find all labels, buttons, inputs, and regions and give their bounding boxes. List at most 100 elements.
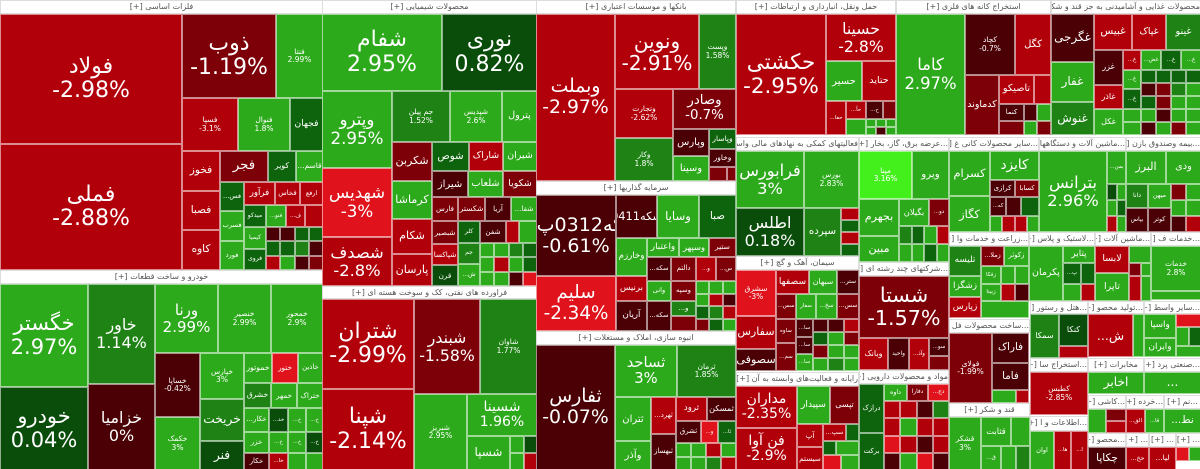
stock-tile[interactable]: غگرجی bbox=[1051, 14, 1094, 62]
stock-tile-small[interactable] bbox=[696, 306, 709, 319]
stock-tile-small[interactable] bbox=[828, 319, 844, 332]
stock-tile-small[interactable] bbox=[813, 319, 828, 332]
stock-tile[interactable]: کرماشا bbox=[392, 181, 432, 219]
stock-tile[interactable]: تاصیکو bbox=[999, 75, 1034, 104]
stock-tile-small[interactable] bbox=[844, 345, 859, 358]
stock-tile-small[interactable] bbox=[924, 226, 937, 244]
stock-tile[interactable]: غزر bbox=[1094, 50, 1123, 85]
sector-header[interactable]: استخراج کانه های فلزی [+] bbox=[896, 0, 1051, 14]
stock-tile[interactable]: فاراک bbox=[992, 333, 1029, 363]
stock-tile-small[interactable] bbox=[1106, 409, 1126, 421]
stock-tile-small[interactable] bbox=[671, 316, 696, 331]
stock-tile[interactable]: زبینا bbox=[981, 284, 1001, 301]
stock-tile[interactable]: داوه bbox=[884, 384, 907, 401]
stock-tile-small[interactable] bbox=[309, 227, 323, 241]
stock-tile[interactable]: شفام 2.95% bbox=[322, 14, 442, 91]
stock-tile[interactable]: فولاد -2.98% bbox=[0, 14, 182, 144]
stock-tile-small[interactable] bbox=[709, 294, 723, 306]
stock-tile[interactable]: سپیدار bbox=[797, 386, 830, 424]
stock-tile[interactable]: ...حخ bbox=[1126, 447, 1149, 469]
sector-header[interactable]: ...محصو [+] bbox=[1088, 433, 1126, 447]
sector-header[interactable]: ...زراعت و خدمات وا [+] bbox=[949, 232, 1029, 246]
stock-tile[interactable]: مداران -2.35% bbox=[736, 386, 797, 428]
stock-tile-small[interactable] bbox=[1189, 447, 1200, 461]
stock-tile[interactable]: برکت bbox=[859, 433, 884, 469]
stock-tile-small[interactable] bbox=[1141, 83, 1156, 96]
sector-header[interactable]: مواد و محصولات دارویی [+] bbox=[859, 370, 949, 384]
stock-tile-small[interactable] bbox=[1106, 421, 1126, 433]
stock-tile[interactable]: فخاس bbox=[275, 182, 300, 205]
stock-tile[interactable]: ...دج bbox=[928, 384, 949, 401]
stock-tile[interactable]: ...ستر bbox=[837, 270, 859, 294]
stock-tile[interactable]: میدکو bbox=[244, 205, 266, 227]
stock-tile[interactable]: خریخت bbox=[200, 399, 244, 441]
stock-tile-small[interactable] bbox=[841, 208, 859, 220]
stock-tile-small[interactable] bbox=[1063, 284, 1081, 301]
stock-tile-small[interactable] bbox=[917, 418, 933, 436]
sector-header[interactable]: ...کاشی [+] bbox=[1088, 395, 1126, 409]
stock-tile[interactable]: خودرو 0.04% bbox=[0, 387, 88, 469]
stock-tile-small[interactable] bbox=[1123, 109, 1141, 122]
stock-tile-small[interactable] bbox=[494, 272, 509, 286]
stock-tile[interactable]: ...سس bbox=[776, 294, 796, 319]
stock-tile[interactable]: فجر bbox=[220, 151, 268, 182]
stock-tile-small[interactable] bbox=[721, 457, 736, 469]
stock-tile-small[interactable] bbox=[813, 358, 828, 371]
stock-tile-small[interactable] bbox=[1015, 284, 1029, 301]
stock-tile[interactable]: ستیر bbox=[709, 238, 736, 257]
stock-tile[interactable]: ...الق bbox=[1126, 409, 1145, 433]
stock-tile-small[interactable] bbox=[866, 127, 876, 135]
stock-tile[interactable]: ...خ bbox=[306, 432, 323, 453]
stock-tile-small[interactable] bbox=[723, 294, 736, 306]
stock-tile[interactable]: ودی bbox=[1166, 151, 1200, 184]
stock-tile[interactable]: ...بمن bbox=[1107, 151, 1126, 184]
stock-tile[interactable]: فارس bbox=[432, 197, 458, 221]
stock-tile-small[interactable] bbox=[1171, 216, 1186, 232]
sector-header[interactable]: ...تولید محصو [+] bbox=[1088, 301, 1144, 314]
stock-tile-small[interactable] bbox=[933, 453, 949, 469]
stock-tile[interactable]: فروی bbox=[244, 249, 266, 270]
stock-tile-small[interactable] bbox=[1117, 216, 1126, 232]
stock-tile-small[interactable] bbox=[523, 243, 537, 257]
stock-tile[interactable]: خموتور bbox=[244, 353, 272, 383]
stock-tile-small[interactable] bbox=[990, 216, 1002, 232]
stock-tile[interactable]: شسینا 1.96% bbox=[467, 394, 537, 436]
stock-tile-small[interactable] bbox=[933, 418, 949, 436]
stock-tile-small[interactable] bbox=[709, 306, 723, 319]
sector-header[interactable]: ...نم [+] bbox=[1164, 395, 1200, 409]
stock-tile[interactable]: کرازی bbox=[990, 180, 1015, 197]
sector-header[interactable]: ...لاستیک و پلاس [+] bbox=[1029, 232, 1095, 246]
stock-tile[interactable]: اطلس 0.18% bbox=[736, 208, 804, 256]
stock-tile-small[interactable] bbox=[723, 319, 736, 331]
stock-tile-small[interactable] bbox=[899, 226, 912, 244]
stock-tile-small[interactable] bbox=[1176, 447, 1189, 461]
stock-tile[interactable]: بورس 2.83% bbox=[804, 151, 859, 208]
stock-tile-small[interactable] bbox=[305, 205, 323, 227]
stock-tile[interactable]: ختور bbox=[272, 353, 298, 383]
stock-tile[interactable]: ...ق bbox=[981, 446, 1001, 469]
stock-tile-small[interactable] bbox=[846, 119, 866, 135]
stock-tile[interactable]: ...ش bbox=[1088, 314, 1133, 357]
sector-header[interactable]: ...بیمه وصندوق بازن [+] bbox=[1126, 137, 1200, 151]
stock-tile[interactable]: ...سپ bbox=[823, 424, 846, 441]
stock-tile[interactable]: زکوثر bbox=[1004, 246, 1029, 266]
stock-tile[interactable]: ...سا bbox=[796, 319, 813, 337]
stock-tile-small[interactable] bbox=[709, 167, 727, 181]
stock-tile[interactable]: ...که bbox=[990, 197, 1006, 216]
stock-tile-small[interactable] bbox=[841, 455, 859, 469]
stock-tile-small[interactable] bbox=[1186, 83, 1200, 96]
stock-tile[interactable]: لابسا bbox=[1095, 246, 1129, 273]
stock-tile[interactable]: سکه0411 bbox=[616, 195, 657, 238]
stock-tile[interactable]: ثرود bbox=[676, 397, 707, 421]
stock-tile-small[interactable] bbox=[523, 257, 537, 272]
stock-tile-small[interactable] bbox=[1037, 104, 1051, 121]
stock-tile-small[interactable] bbox=[1006, 197, 1021, 216]
stock-tile[interactable]: وپارس bbox=[673, 129, 709, 156]
stock-tile-small[interactable] bbox=[846, 424, 859, 441]
stock-tile-small[interactable] bbox=[912, 244, 924, 262]
stock-tile-small[interactable] bbox=[917, 401, 933, 418]
stock-tile-small[interactable] bbox=[266, 241, 280, 256]
stock-tile-small[interactable] bbox=[709, 319, 723, 331]
stock-tile[interactable]: غپاک bbox=[1132, 14, 1166, 50]
sector-header[interactable]: محصولات غذایی و آشامیدنی به جز قند و شکر… bbox=[1051, 0, 1200, 14]
